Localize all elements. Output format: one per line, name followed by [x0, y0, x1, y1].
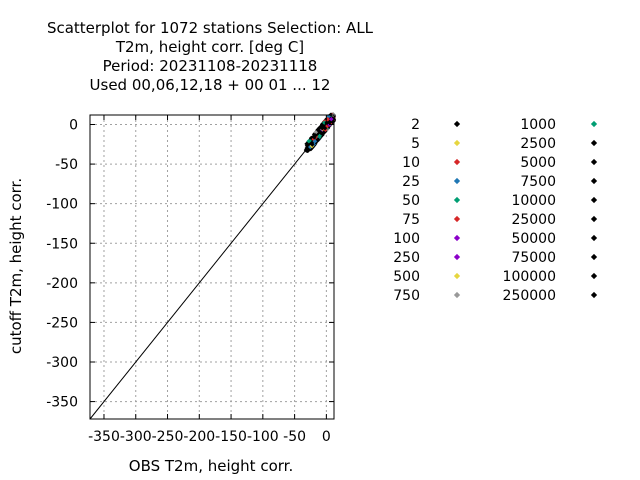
chart-title: Scatterplot for 1072 stations Selection:…: [47, 19, 374, 94]
legend-marker: [453, 158, 461, 166]
legend-label: 50000: [511, 231, 556, 247]
x-tick-label: -250: [152, 429, 184, 445]
legend-marker: [453, 234, 461, 242]
data-point: [310, 142, 315, 147]
legend-marker: [590, 177, 598, 185]
legend-label: 7500: [520, 174, 556, 190]
title-line-1: Scatterplot for 1072 stations Selection:…: [47, 19, 374, 37]
y-axis-label: cutoff T2m, height corr.: [7, 178, 25, 354]
data-point: [312, 138, 318, 144]
legend-label: 100: [393, 231, 420, 247]
x-tick-label: -100: [247, 429, 279, 445]
legend-label: 2: [411, 117, 420, 133]
legend-label: 250000: [503, 288, 556, 304]
x-tick-label: -300: [120, 429, 152, 445]
legend-marker: [453, 139, 461, 147]
x-tick-label: -350: [88, 429, 120, 445]
reference-diagonal: [89, 114, 335, 420]
y-tick-label: -250: [46, 315, 78, 331]
y-tick-label: 0: [69, 118, 78, 134]
y-tick-label: -100: [46, 197, 78, 213]
y-tick-label: -150: [46, 236, 78, 252]
legend-label: 10: [402, 155, 420, 171]
title-line-3: Period: 20231108-20231118: [103, 57, 318, 75]
x-axis-ticks: -350 -300 -250 -200 -150 -100 -50 0: [88, 115, 331, 445]
legend-label: 250: [393, 250, 420, 266]
legend-label: 2500: [520, 136, 556, 152]
legend-label: 100000: [503, 269, 556, 285]
y-axis-ticks: 0 -50 -100 -150 -200 -250 -300 -350: [46, 118, 334, 411]
legend-marker: [453, 120, 461, 128]
legend-label: 75: [402, 212, 420, 228]
data-point: [306, 138, 312, 144]
legend-label: 25000: [511, 212, 556, 228]
grid-lines: [90, 115, 334, 419]
data-point: [315, 137, 321, 142]
legend-marker: [453, 196, 461, 204]
legend-label: 500: [393, 269, 420, 285]
title-line-4: Used 00,06,12,18 + 00 01 ... 12: [90, 76, 331, 94]
y-tick-label: -350: [46, 395, 78, 411]
x-tick-label: -150: [215, 429, 247, 445]
legend-marker: [590, 234, 598, 242]
legend-marker: [453, 177, 461, 185]
legend-marker: [590, 253, 598, 261]
legend-label: 25: [402, 174, 420, 190]
legend-marker: [453, 272, 461, 280]
data-point: [318, 130, 324, 136]
data-point: [324, 120, 330, 126]
legend-marker: [590, 139, 598, 147]
y-tick-label: -300: [46, 355, 78, 371]
title-line-2: T2m, height corr. [deg C]: [115, 38, 304, 56]
x-tick-label: -50: [283, 429, 306, 445]
legend-marker: [590, 272, 598, 280]
legend-marker: [590, 196, 598, 204]
legend-label: 1000: [520, 117, 556, 133]
legend: 2510255075100250500750100025005000750010…: [393, 117, 598, 304]
legend-marker: [590, 215, 598, 223]
legend-label: 5000: [520, 155, 556, 171]
plot-frame: [89, 114, 335, 420]
x-tick-label: 0: [322, 429, 331, 445]
legend-label: 5: [411, 136, 420, 152]
legend-marker: [590, 291, 598, 299]
y-tick-label: -50: [55, 157, 78, 173]
legend-label: 50: [402, 193, 420, 209]
reference-line: [89, 114, 335, 420]
legend-label: 10000: [511, 193, 556, 209]
legend-label: 75000: [511, 250, 556, 266]
legend-marker: [453, 253, 461, 261]
legend-marker: [590, 158, 598, 166]
legend-marker: [590, 120, 598, 128]
legend-marker: [453, 215, 461, 223]
x-tick-label: -200: [183, 429, 215, 445]
data-points: [303, 112, 337, 153]
legend-marker: [453, 291, 461, 299]
x-axis-label: OBS T2m, height corr.: [129, 457, 293, 475]
legend-label: 750: [393, 288, 420, 304]
y-tick-label: -200: [46, 276, 78, 292]
